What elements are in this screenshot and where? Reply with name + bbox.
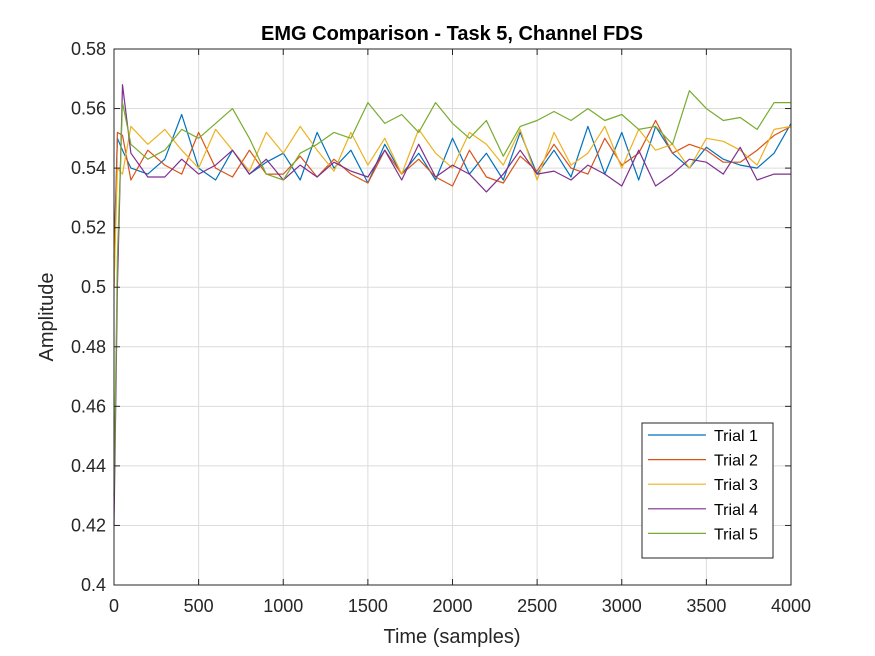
x-tick-label: 3500 [686,596,726,616]
legend-label: Trial 4 [714,502,758,519]
legend-label: Trial 2 [714,453,758,470]
x-tick-label: 2000 [432,596,472,616]
x-tick-label: 4000 [771,596,811,616]
y-tick-label: 0.42 [71,515,106,535]
y-tick-label: 0.4 [81,575,106,595]
y-tick-label: 0.46 [71,396,106,416]
x-tick-label: 0 [109,596,119,616]
y-tick-label: 0.54 [71,158,106,178]
y-tick-label: 0.58 [71,39,106,59]
legend: Trial 1 Trial 2 Trial 3 Trial 4 Trial 5 [641,422,774,559]
y-tick-label: 0.56 [71,99,106,119]
x-tick-label: 2500 [517,596,557,616]
x-tick-label: 1500 [348,596,388,616]
series-line-trial-4 [113,84,791,526]
y-tick-label: 0.44 [71,456,106,476]
series-line-trial-5 [113,90,791,496]
chart-title: EMG Comparison - Task 5, Channel FDS [261,23,643,45]
y-tick-label: 0.5 [81,277,106,297]
axis-ticks: 0 500 1000 1500 2000 2500 3000 3500 4000 0.4 0.42 0… [71,39,811,616]
series-lines [113,84,792,526]
x-tick-label: 500 [184,596,214,616]
x-axis-label: Time (samples) [383,626,520,648]
x-tick-label: 1000 [263,596,303,616]
x-tick-label: 3000 [602,596,642,616]
y-tick-label: 0.52 [71,218,106,238]
legend-label: Trial 1 [714,428,758,445]
y-axis-label: Amplitude [36,273,58,362]
legend-label: Trial 3 [714,477,758,494]
legend-label: Trial 5 [714,526,758,543]
y-tick-label: 0.48 [71,337,106,357]
legend-box [641,422,774,559]
